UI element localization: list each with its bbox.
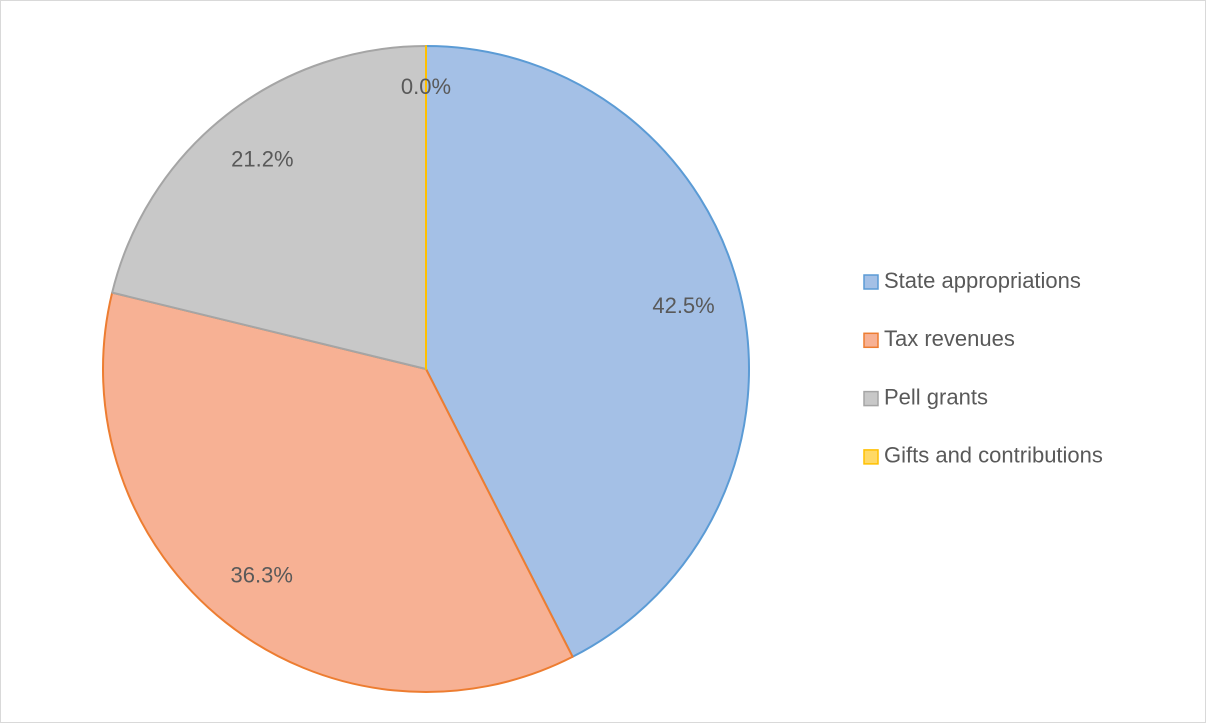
legend-swatch <box>863 390 879 407</box>
pie-slice <box>111 45 427 370</box>
pie-slice <box>425 45 750 658</box>
data-label: 36.3% <box>231 563 293 588</box>
legend-label: Gifts and contributions <box>884 443 1103 468</box>
legend-swatch <box>863 332 879 349</box>
legend-label: State appropriations <box>884 268 1081 293</box>
legend-swatch <box>863 449 879 465</box>
data-label: 0.0% <box>401 74 451 99</box>
legend-label: Pell grants <box>884 384 988 409</box>
data-label: 21.2% <box>231 147 293 172</box>
legend-label: Tax revenues <box>884 326 1015 351</box>
pie-slice <box>102 291 574 693</box>
legend-swatch <box>863 274 879 290</box>
data-label: 42.5% <box>652 293 714 318</box>
